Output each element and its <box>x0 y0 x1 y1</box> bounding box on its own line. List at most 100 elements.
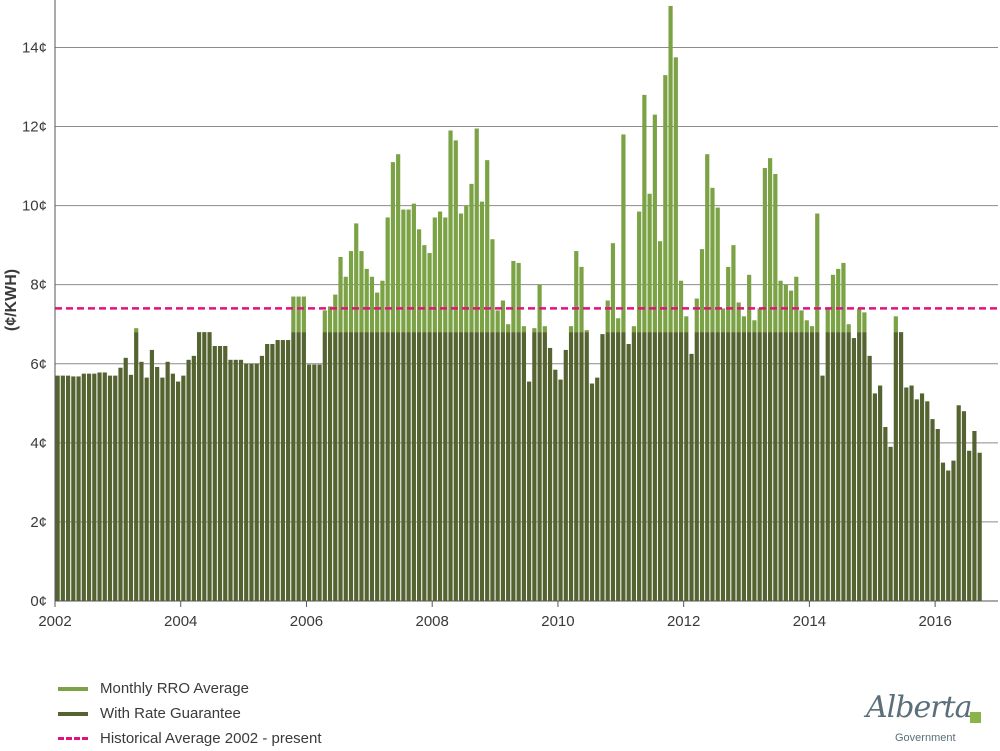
bar-rate-guarantee <box>893 332 898 601</box>
bar-rate-guarantee <box>123 357 128 601</box>
bar-rro-excess <box>411 203 416 333</box>
logo-subtitle: Government <box>895 732 956 744</box>
bar-rate-guarantee <box>422 332 427 601</box>
legend: Monthly RRO Average With Rate Guarantee … <box>58 676 322 751</box>
bar-rate-guarantee <box>521 332 526 601</box>
bar-rate-guarantee <box>485 332 490 601</box>
bar-rate-guarantee <box>432 332 437 601</box>
bar-rro-excess <box>380 280 385 333</box>
bar-rro-excess <box>443 217 448 333</box>
x-tick-label: 2014 <box>793 613 826 630</box>
bar-rro-excess <box>291 296 296 333</box>
bar-rate-guarantee <box>76 376 81 601</box>
bar-rate-guarantee <box>469 332 474 601</box>
bar-rro-excess <box>841 262 846 333</box>
bar-rate-guarantee <box>317 364 322 601</box>
bar-rro-excess <box>663 75 668 333</box>
bar-rro-excess <box>825 308 830 333</box>
bar-rro-excess <box>375 292 380 333</box>
y-tick-label: 4¢ <box>30 435 47 452</box>
bar-rro-excess <box>479 201 485 333</box>
bar-rate-guarantee <box>972 430 977 601</box>
y-axis-label: (¢/KWH) <box>3 269 20 331</box>
bar-rate-guarantee <box>537 332 542 601</box>
bar-rate-guarantee <box>427 332 432 601</box>
bar-rro-excess <box>390 162 396 333</box>
bar-rate-guarantee <box>134 332 139 601</box>
bar-rate-guarantee <box>783 332 788 601</box>
bar-rate-guarantee <box>275 340 280 601</box>
bar-rate-guarantee <box>443 332 448 601</box>
bar-rro-excess <box>647 193 652 333</box>
bar-rate-guarantee <box>925 401 930 601</box>
bar-rate-guarantee <box>385 332 390 601</box>
bar-rate-guarantee <box>794 332 799 601</box>
x-tick-label: 2016 <box>918 613 951 630</box>
bar-rate-guarantee <box>626 343 631 601</box>
bar-rate-guarantee <box>448 332 453 601</box>
bar-rro-excess <box>511 260 516 333</box>
bar-rate-guarantee <box>149 349 155 601</box>
y-tick-labels: 0¢ 2¢ 4¢ 6¢ 8¢ 10¢ 12¢ 14¢ <box>22 39 47 610</box>
bar-rate-guarantee <box>867 355 872 601</box>
bar-rate-guarantee <box>343 332 348 601</box>
bar-rate-guarantee <box>296 332 301 601</box>
bar-rate-guarantee <box>673 332 678 601</box>
bar-rro-excess <box>532 328 537 333</box>
bar-rate-guarantee <box>217 345 223 601</box>
bar-rate-guarantee <box>453 332 458 601</box>
bar-rate-guarantee <box>815 332 820 601</box>
bar-rate-guarantee <box>851 338 857 601</box>
bar-rate-guarantee <box>747 332 752 601</box>
bar-rate-guarantee <box>956 405 961 601</box>
bar-rate-guarantee <box>369 332 375 601</box>
bar-rro-excess <box>794 276 799 333</box>
bar-rate-guarantee <box>312 364 317 601</box>
bar-rate-guarantee <box>474 332 479 601</box>
bar-rate-guarantee <box>511 332 516 601</box>
bar-rro-excess <box>385 217 390 333</box>
bar-rro-excess <box>694 298 699 333</box>
bar-rro-excess <box>684 316 689 333</box>
bar-rro-excess <box>469 183 474 333</box>
x-tick-label: 2008 <box>416 613 449 630</box>
bar-rate-guarantee <box>857 332 862 601</box>
bar-rro-excess <box>432 217 437 333</box>
x-tick-label: 2010 <box>541 613 574 630</box>
bar-rate-guarantee <box>678 332 684 601</box>
bar-rate-guarantee <box>322 332 327 601</box>
bar-rro-excess <box>354 223 359 333</box>
bar-rro-excess <box>495 310 500 333</box>
bar-rate-guarantee <box>532 332 537 601</box>
bar-rate-guarantee <box>102 372 107 601</box>
bar-rro-excess <box>437 211 443 333</box>
bar-rate-guarantee <box>946 470 951 601</box>
bar-rate-guarantee <box>715 332 720 601</box>
bar-rate-guarantee <box>652 332 657 601</box>
bar-rate-guarantee <box>878 385 883 601</box>
bar-rate-guarantee <box>788 332 794 601</box>
bar-rate-guarantee <box>375 332 380 601</box>
legend-swatch-historical-average <box>58 737 88 740</box>
bar-rate-guarantee <box>144 377 149 601</box>
bar-rro-excess <box>490 239 495 333</box>
bar-rro-excess <box>762 168 767 333</box>
bar-rate-guarantee <box>155 366 160 601</box>
bar-rate-guarantee <box>904 387 909 601</box>
bar-rro-excess <box>474 128 479 333</box>
bar-rate-guarantee <box>348 332 354 601</box>
bar-rate-guarantee <box>825 332 830 601</box>
bar-rate-guarantee <box>107 375 113 601</box>
bar-rate-guarantee <box>500 332 506 601</box>
bar-rro-excess <box>610 243 616 333</box>
bar-rate-guarantee <box>657 332 663 601</box>
bar-rro-excess <box>752 320 757 333</box>
bar-rate-guarantee <box>390 332 396 601</box>
bar-rro-excess <box>521 326 526 333</box>
bar-rate-guarantee <box>354 332 359 601</box>
y-tick-label: 12¢ <box>22 119 47 136</box>
y-tick-label: 0¢ <box>30 593 47 610</box>
bar-rate-guarantee <box>181 375 186 601</box>
bar-rate-guarantee <box>710 332 715 601</box>
bar-rate-guarantee <box>506 332 511 601</box>
